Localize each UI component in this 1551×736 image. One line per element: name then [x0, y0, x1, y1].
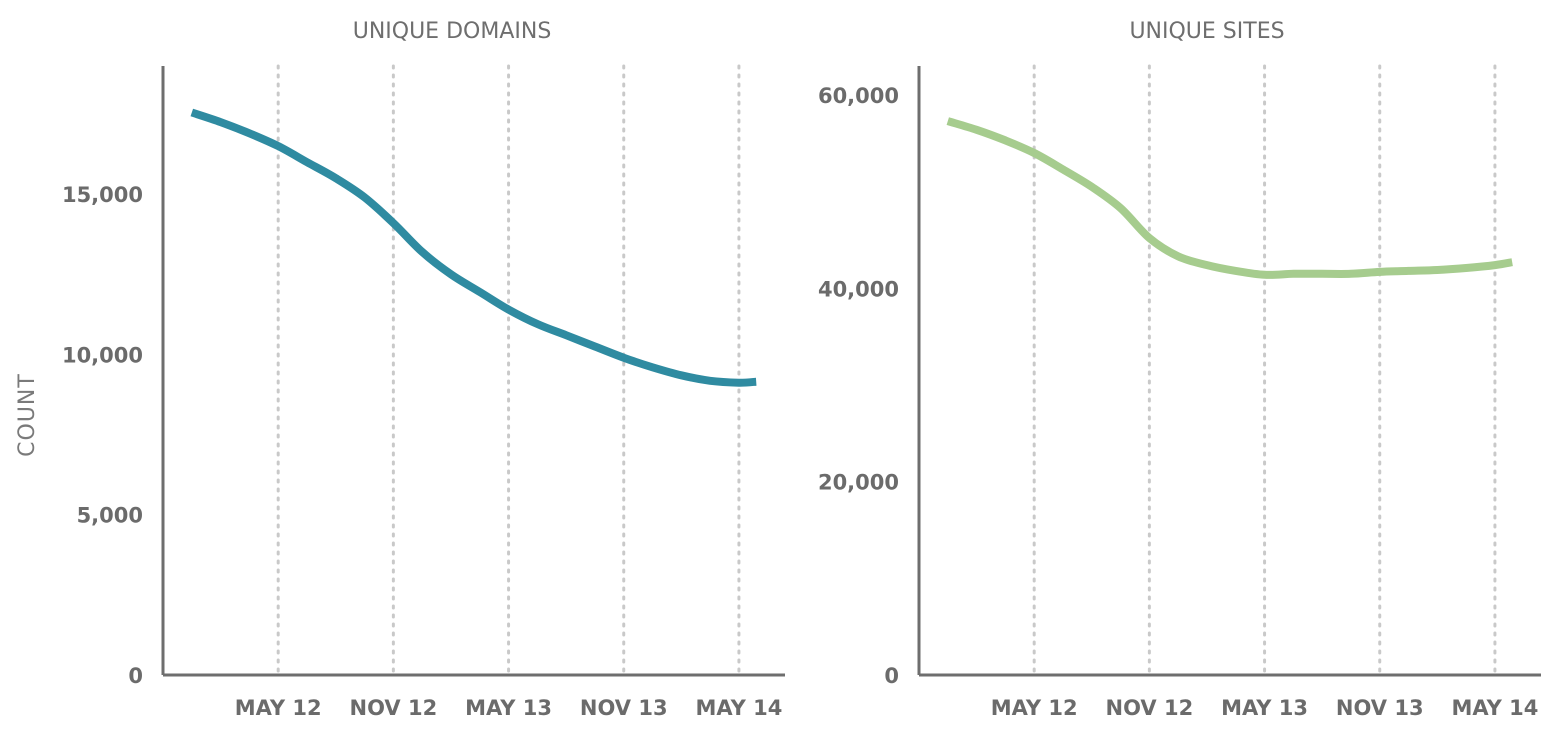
x-tick-label: MAY 14	[1451, 696, 1538, 720]
y-tick-label: 5,000	[77, 504, 143, 528]
grid-lines	[1032, 64, 1497, 675]
chart-title: UNIQUE DOMAINS	[353, 19, 552, 44]
x-tick-labels: MAY 12 NOV 12 MAY 13 NOV 13 MAY 14	[991, 696, 1539, 720]
series	[946, 117, 1513, 279]
x-tick-label: MAY 12	[235, 696, 322, 720]
series-line	[946, 117, 1513, 279]
axes	[161, 66, 785, 677]
x-tick-label: NOV 12	[350, 696, 438, 720]
x-tick-label: MAY 14	[695, 696, 782, 720]
series	[190, 108, 757, 387]
y-tick-label: 40,000	[818, 277, 899, 301]
y-tick-label: 60,000	[818, 84, 899, 108]
y-axis-label: COUNT	[15, 373, 40, 457]
x-tick-label: NOV 13	[1336, 696, 1424, 720]
x-tick-label: MAY 12	[991, 696, 1078, 720]
y-tick-label: 0	[128, 664, 143, 688]
chart-unique-domains: UNIQUE DOMAINS COUNT 05,00010,00015,000 …	[15, 19, 785, 720]
x-tick-label: MAY 13	[465, 696, 552, 720]
y-tick-label: 10,000	[62, 343, 143, 367]
chart-unique-sites: UNIQUE SITES 0 20,000 40,000 60,000 MAY 12 N…	[818, 19, 1541, 720]
x-tick-label: MAY 13	[1221, 696, 1308, 720]
series-line	[190, 108, 757, 387]
x-tick-label: NOV 13	[580, 696, 668, 720]
grid-lines	[276, 64, 741, 675]
chart-title: UNIQUE SITES	[1129, 19, 1284, 44]
y-tick-labels: 0 20,000 40,000 60,000	[818, 84, 899, 688]
x-tick-label: NOV 12	[1106, 696, 1194, 720]
y-tick-label: 0	[884, 664, 899, 688]
axes	[917, 66, 1541, 677]
y-tick-label: 15,000	[62, 183, 143, 207]
y-tick-labels: 0 5,000 10,000 15,000	[62, 183, 143, 688]
x-tick-labels: MAY 12 NOV 12 MAY 13 NOV 13 MAY 14	[235, 696, 783, 720]
y-tick-label: 20,000	[818, 471, 899, 495]
